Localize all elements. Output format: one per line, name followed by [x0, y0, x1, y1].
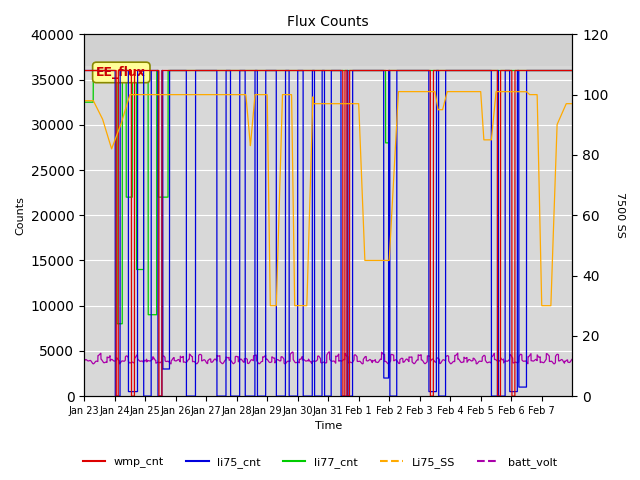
Bar [84, 35, 572, 66]
Legend: wmp_cnt, li75_cnt, li77_cnt, Li75_SS, batt_volt: wmp_cnt, li75_cnt, li77_cnt, Li75_SS, ba… [78, 452, 562, 472]
X-axis label: Time: Time [315, 421, 342, 432]
Text: EE_flux: EE_flux [97, 66, 146, 79]
Title: Flux Counts: Flux Counts [287, 15, 369, 29]
Y-axis label: Counts: Counts [15, 196, 25, 235]
Y-axis label: 7500 SS: 7500 SS [615, 192, 625, 238]
